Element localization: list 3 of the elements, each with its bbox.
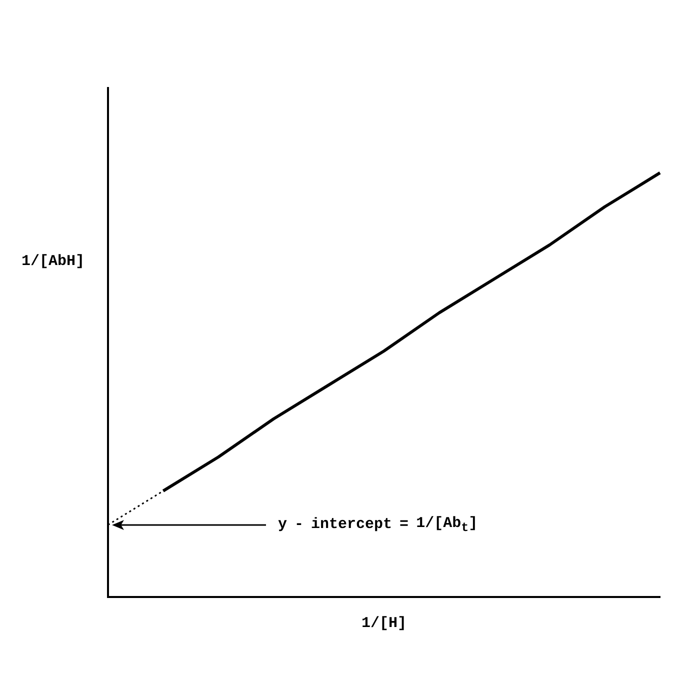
y-axis-title: 1/[AbH]: [21, 252, 84, 270]
annotation: y - intercept = 1/[Ab$_{t}$]: [278, 514, 478, 535]
x-axis-title: 1/[H]: [361, 615, 406, 632]
